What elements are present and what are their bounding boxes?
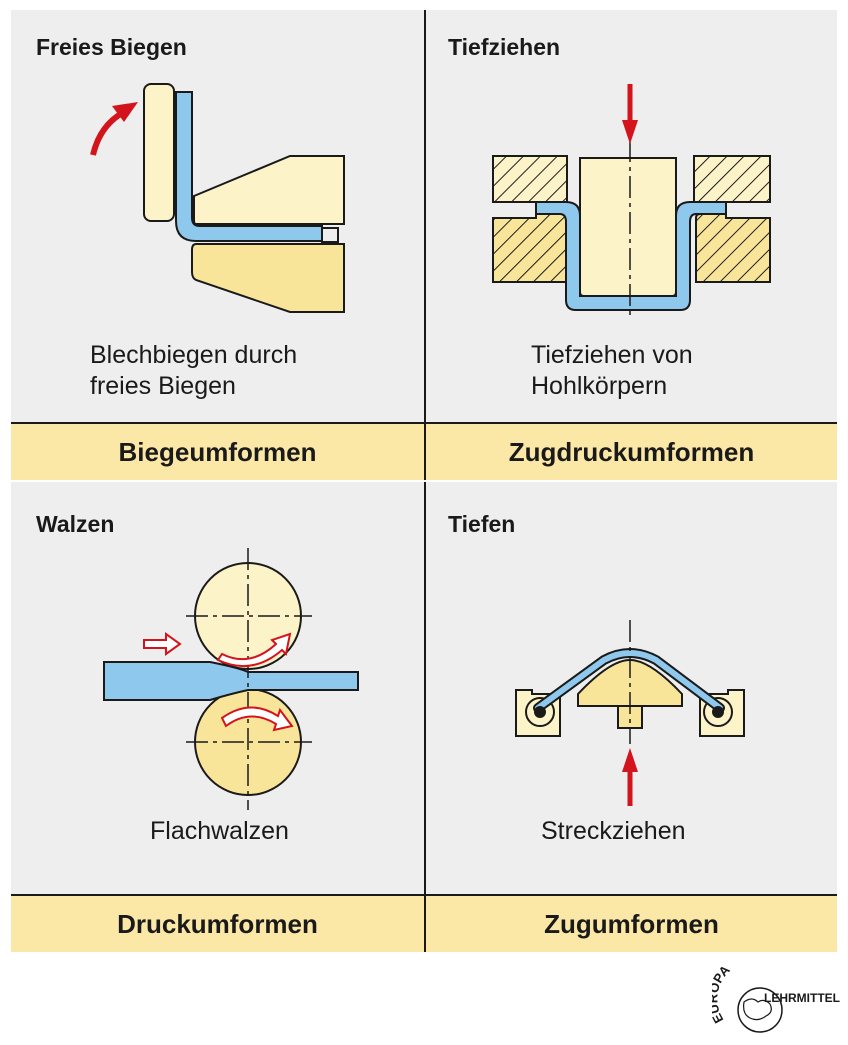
blank-holder-right <box>693 155 771 203</box>
lower-roll-rotation-arrow <box>220 706 294 732</box>
bending-arrow-head <box>112 102 138 122</box>
clamp-left-pin <box>534 706 546 718</box>
caption-line: freies Biegen <box>90 372 236 400</box>
bending-lower-die <box>191 243 345 313</box>
title-walzen: Walzen <box>36 511 115 537</box>
footer-zugdruckumformen: Zugdruckumformen <box>426 424 837 480</box>
bending-shim <box>321 227 339 243</box>
deep-drawn-cup <box>535 201 727 311</box>
footer-biegeumformen: Biegeumformen <box>11 424 424 480</box>
blank-holder-left <box>492 155 568 203</box>
bending-punch <box>143 83 175 222</box>
europa-lehrmittel-logo: EUROPA LEHRMITTEL <box>712 962 840 1033</box>
deep-drawing-punch <box>579 157 677 297</box>
caption-line: Tiefziehen von <box>531 341 693 369</box>
caption-line: Hohlkörpern <box>531 372 668 400</box>
bending-sheet <box>175 91 323 242</box>
caption-line: Blechbiegen durch <box>90 341 298 369</box>
caption-tiefziehen: Tiefziehen von Hohlkörpern <box>531 340 693 402</box>
feed-direction-arrow <box>143 632 182 656</box>
caption-line: Streckziehen <box>541 817 686 845</box>
caption-streckziehen: Streckziehen <box>541 816 686 847</box>
footer-zugumformen: Zugumformen <box>426 896 837 952</box>
title-tiefen: Tiefen <box>448 511 516 537</box>
divider-top-left-footer <box>11 422 837 424</box>
logo-side-text: LEHRMITTEL <box>764 991 840 1005</box>
caption-line: Flachwalzen <box>150 817 289 845</box>
divider-bottom-left-footer <box>11 894 837 896</box>
deep-drawing-arrow-head <box>622 120 638 144</box>
divider-vertical-top <box>424 10 426 480</box>
stretch-force-arrow-head <box>622 748 638 772</box>
caption-freies-biegen: Blechbiegen durch freies Biegen <box>90 340 297 402</box>
title-tiefziehen: Tiefziehen <box>448 34 561 60</box>
footer-druckumformen: Druckumformen <box>11 896 424 952</box>
stretched-sheet-fill <box>535 650 723 711</box>
divider-vertical-bottom <box>424 482 426 952</box>
bending-upper-die <box>193 155 345 225</box>
title-freies-biegen: Freies Biegen <box>36 34 187 60</box>
clamp-right-pin <box>712 706 724 718</box>
caption-flachwalzen: Flachwalzen <box>150 816 289 847</box>
logo-arc-text: EUROPA <box>712 962 733 1026</box>
upper-roll-rotation-arrow <box>216 632 292 667</box>
rolled-sheet <box>103 661 359 701</box>
